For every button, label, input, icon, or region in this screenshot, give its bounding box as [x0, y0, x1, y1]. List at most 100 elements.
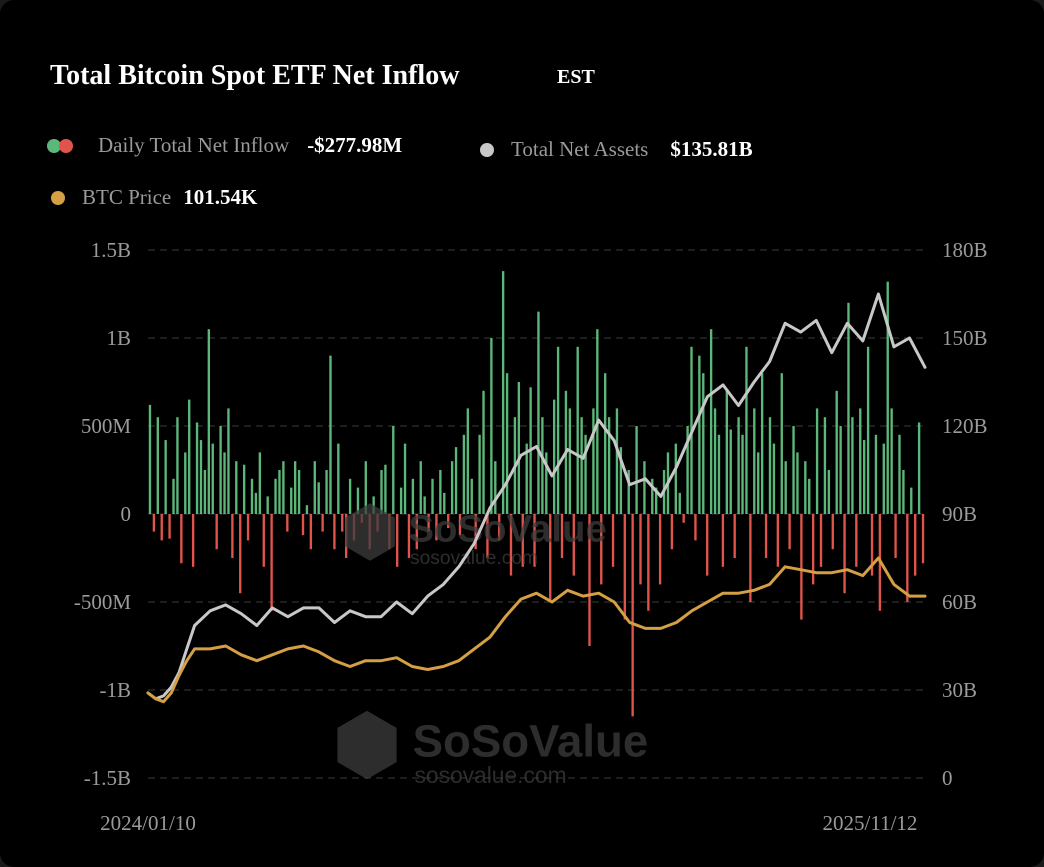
inflow-bar [301, 514, 305, 536]
inflow-bar [392, 426, 395, 514]
inflow-bar [717, 434, 721, 514]
inflow-bar [348, 478, 352, 514]
inflow-bar [764, 514, 768, 558]
inflow-bar [733, 514, 736, 558]
inflow-bar [890, 408, 893, 514]
inflow-bar [172, 478, 175, 514]
assets-dot-icon [480, 142, 494, 157]
watermark-brand: SoSoValue [408, 508, 606, 551]
right-axis-tick: 120B [942, 414, 988, 438]
inflow-bar [262, 514, 265, 567]
assets-label: Total Net Assets [511, 137, 649, 161]
watermark-brand: SoSoValue [413, 715, 649, 766]
inflow-bar [545, 452, 548, 514]
legend-inflow[interactable]: Daily Total Net Inflow -$277.98M [47, 133, 402, 158]
inflow-bar [509, 514, 513, 576]
inflow-bar [568, 408, 572, 514]
total-net-assets-line [146, 292, 927, 701]
inflow-bar [902, 470, 905, 514]
inflow-bar [788, 514, 791, 550]
inflow-bar [870, 514, 874, 576]
inflow-bar [203, 470, 207, 514]
inflow-bar [478, 434, 481, 514]
price-label: BTC Price [82, 185, 172, 209]
inflow-bar [749, 514, 752, 602]
inflow-bar [682, 514, 685, 523]
inflow-bar [219, 426, 222, 514]
inflow-bar [164, 440, 167, 514]
inflow-bar [713, 408, 717, 514]
legend-assets[interactable]: Total Net Assets $135.81B [480, 137, 753, 162]
right-axis-tick: 150B [942, 326, 988, 350]
inflow-bar [274, 478, 277, 514]
inflow-bar [290, 487, 293, 514]
right-axis-tick: 90B [942, 502, 977, 526]
inflow-bar [753, 408, 756, 514]
watermark-site: sosovalue.com [410, 548, 538, 569]
inflow-bar [427, 514, 430, 532]
inflow-bar [435, 514, 438, 541]
inflow-bar [293, 461, 297, 514]
inflow-bar [239, 514, 242, 594]
inflow-bar [396, 514, 399, 567]
inflow-bar [521, 514, 524, 567]
inflow-bar [517, 382, 521, 514]
watermark-site: sosovalue.com [415, 762, 567, 788]
inflow-bar [674, 443, 677, 514]
inflow-bar [607, 417, 611, 514]
inflow-bar [313, 461, 316, 514]
inflow-bar [580, 417, 583, 514]
timezone-label[interactable]: EST [557, 66, 595, 88]
inflow-bar [729, 429, 732, 514]
inflow-bar [333, 514, 336, 550]
inflow-bar [862, 440, 866, 514]
inflow-label: Daily Total Net Inflow [98, 133, 290, 157]
inflow-bar [737, 417, 740, 514]
inflow-bar [549, 514, 552, 602]
inflow-bar [827, 470, 831, 514]
inflow-bar [321, 514, 324, 532]
inflow-bar [286, 514, 289, 532]
inflow-bar [815, 408, 819, 514]
inflow-bar [242, 464, 246, 514]
chart-title: Total Bitcoin Spot ETF Net Inflow [50, 60, 460, 91]
inflow-bar [168, 514, 171, 539]
inflow-bar [419, 461, 422, 514]
inflow-bar [505, 373, 509, 514]
inflow-bar [176, 417, 179, 514]
inflow-bar [407, 514, 411, 558]
inflow-bar [843, 514, 846, 594]
x-axis-start-label: 2024/01/10 [100, 811, 196, 835]
inflow-bar [474, 514, 477, 550]
inflow-bar [199, 440, 203, 514]
inflow-bar [297, 470, 301, 514]
inflow-bar [631, 514, 634, 717]
inflow-bar [235, 461, 238, 514]
inflow-bar [462, 434, 466, 514]
watermark-logo-icon [337, 710, 397, 780]
inflow-bar [600, 514, 603, 585]
inflow-bar [576, 346, 579, 514]
inflow-bar [611, 514, 615, 567]
legend-price[interactable]: BTC Price 101.54K [51, 185, 257, 210]
inflow-bar [278, 470, 281, 514]
inflow-bar [855, 514, 858, 567]
inflow-bar [537, 311, 540, 514]
inflow-bar [823, 417, 827, 514]
inflow-bar [725, 390, 729, 514]
inflow-bar [804, 461, 807, 514]
inflow-bar [627, 470, 630, 514]
inflow-bar [223, 452, 226, 514]
watermark-logo-icon [345, 503, 395, 561]
inflow-bar [188, 399, 191, 514]
inflow-bar [329, 355, 332, 514]
inflow-bar [309, 514, 313, 550]
inflow-bar [443, 492, 446, 514]
inflow-bar [780, 373, 783, 514]
left-axis-tick: 1B [106, 326, 131, 350]
inflow-bar [655, 487, 658, 514]
left-axis-tick: 1.5B [91, 238, 131, 262]
inflow-bar [706, 514, 709, 576]
